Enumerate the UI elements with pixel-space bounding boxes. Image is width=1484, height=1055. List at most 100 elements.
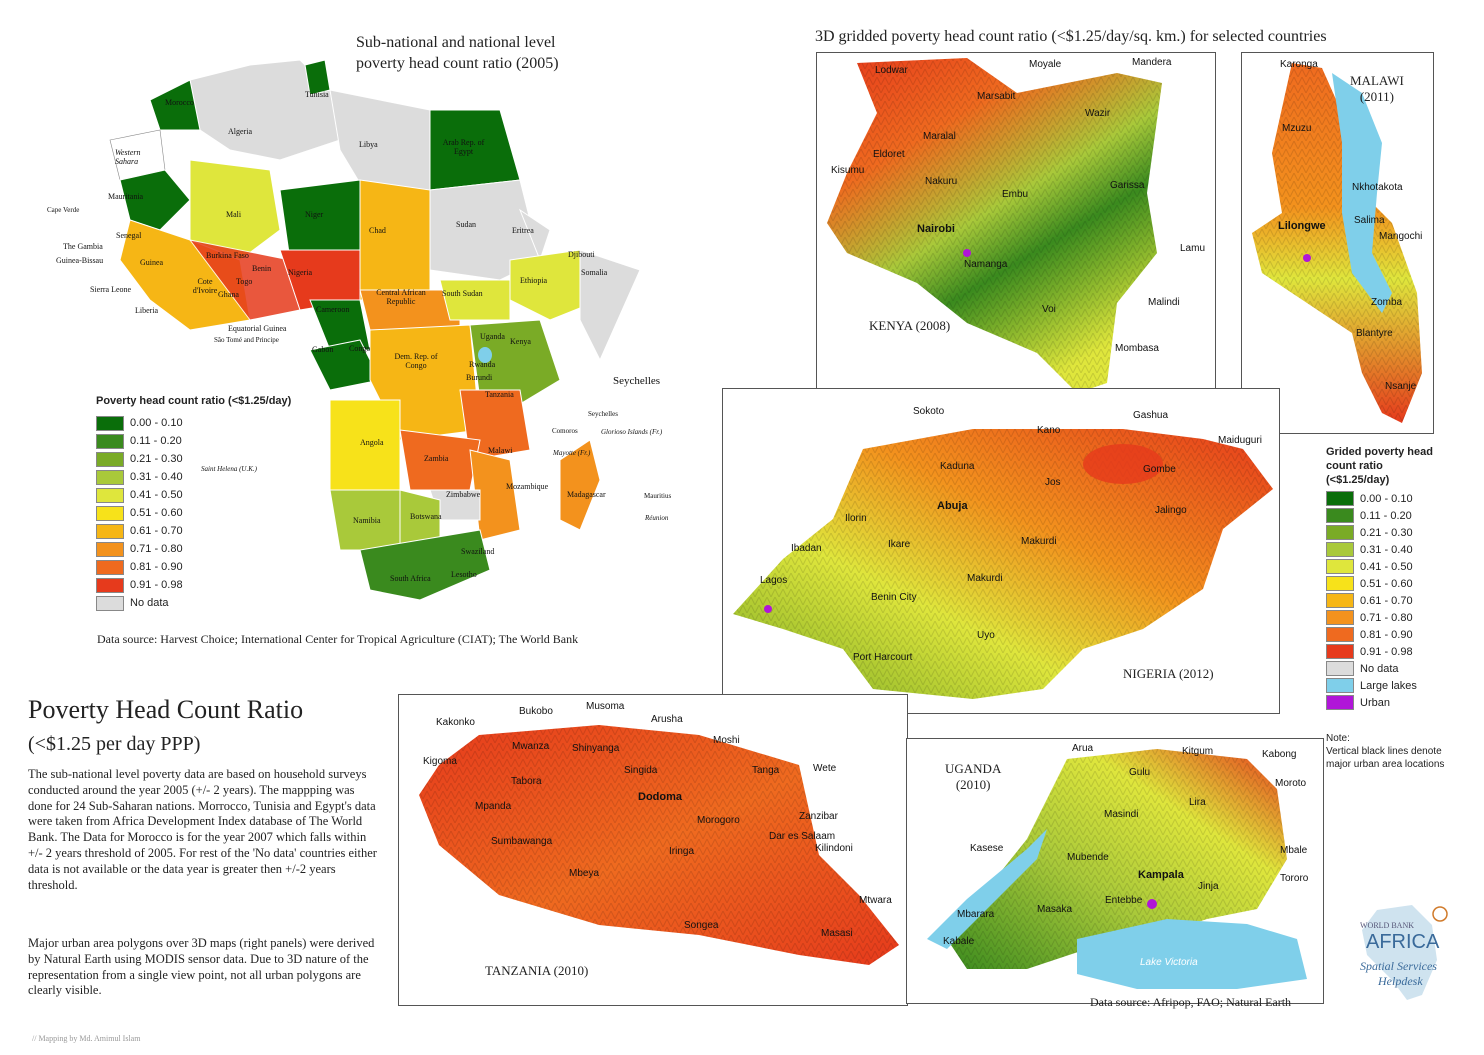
left-data-source: Data source: Harvest Choice; Internation…: [97, 632, 579, 646]
right-legend-item: 0.81 - 0.90: [1326, 626, 1417, 643]
label-ethiopia: Ethiopia: [520, 276, 548, 285]
city-tanzania-11: Wete: [813, 763, 837, 774]
left-legend-swatch: [96, 523, 124, 539]
city-nigeria-17: Port Harcourt: [853, 652, 913, 663]
right-legend-item: 0.61 - 0.70: [1326, 592, 1417, 609]
left-legend-item: No data: [96, 594, 183, 612]
kenya-panel: Lodwar Moyale Mandera Marsabit Wazir Mar…: [816, 52, 1216, 398]
region-south-sudan: [439, 279, 511, 321]
right-legend-item: No data: [1326, 660, 1417, 677]
label-togo: Togo: [236, 277, 253, 286]
city-malawi-4: Lilongwe: [1278, 220, 1326, 232]
city-nigeria-3: Maiduguri: [1218, 435, 1262, 446]
city-uganda-1: Kitgum: [1182, 746, 1214, 757]
city-tanzania-23: Masasi: [821, 928, 853, 939]
left-legend-swatch: [96, 577, 124, 593]
right-legend-label: 0.71 - 0.80: [1360, 611, 1413, 624]
label-reunion: Réunion: [645, 514, 669, 522]
label-seychelles: Seychelles: [613, 375, 661, 387]
city-uganda-11: Tororo: [1280, 873, 1309, 884]
city-uganda-3: Gulu: [1129, 767, 1151, 778]
city-nigeria-9: Ilorin: [845, 513, 867, 524]
label-guinea: Guinea: [140, 258, 164, 267]
city-kenya-10: Garissa: [1110, 180, 1145, 191]
label-morocco: Morocco: [165, 98, 194, 107]
city-kenya-7: Kisumu: [831, 165, 865, 176]
malawi-relief-map: [1252, 63, 1422, 423]
city-nigeria-2: Gashua: [1133, 410, 1169, 421]
label-mozambique: Mozambique: [506, 482, 549, 491]
city-uganda-4: Moroto: [1275, 778, 1307, 789]
city-malawi-0: Karonga: [1280, 59, 1318, 70]
label-gambia: The Gambia: [63, 242, 103, 251]
left-legend: 0.00 - 0.10 0.11 - 0.20 0.21 - 0.30 0.31 - …: [96, 414, 183, 612]
right-legend-swatch: [1326, 627, 1354, 642]
city-uganda-14: Masaka: [1037, 904, 1073, 915]
region-eritrea: [518, 208, 551, 262]
city-tanzania-0: Kakonko: [436, 717, 475, 728]
label-uganda: Uganda: [480, 332, 505, 341]
label-niger: Niger: [305, 210, 324, 219]
city-tanzania-21: Songea: [684, 920, 719, 931]
label-south-sudan: South Sudan: [442, 289, 483, 298]
uganda-relief-map: [927, 749, 1307, 989]
city-tanzania-2: Musoma: [586, 701, 625, 712]
label-eq-guinea: Equatorial Guinea: [228, 324, 287, 333]
right-legend-item: 0.41 - 0.50: [1326, 558, 1417, 575]
right-legend-swatch: [1326, 525, 1354, 540]
city-kenya-12: Namanga: [964, 259, 1008, 270]
city-uganda-6: Masindi: [1104, 809, 1139, 820]
label-glorioso: Glorioso Islands (Fr.): [601, 428, 663, 436]
city-kenya-1: Moyale: [1029, 59, 1062, 70]
right-legend-item: 0.11 - 0.20: [1326, 507, 1417, 524]
main-subtitle: (<$1.25 per day PPP): [28, 733, 201, 755]
label-nigeria: Nigeria: [288, 268, 312, 277]
label-burkina: Burkina Faso: [206, 251, 249, 260]
uganda-caption-line1: UGANDA: [945, 761, 1002, 776]
right-legend-note: Note: Vertical black lines denote major …: [1326, 732, 1444, 771]
left-legend-label: 0.81 - 0.90: [130, 561, 183, 573]
left-legend-label: 0.71 - 0.80: [130, 543, 183, 555]
city-nigeria-11: Ikare: [888, 539, 911, 550]
city-uganda-13: Entebbe: [1105, 895, 1143, 906]
bottom-data-source: Data source: Afripop, FAO; Natural Earth: [1090, 995, 1292, 1009]
right-legend-item: 0.00 - 0.10: [1326, 490, 1417, 507]
malawi-caption: MALAWI (2011): [1350, 73, 1404, 105]
label-gabon: Gabon: [312, 345, 334, 354]
right-legend-swatch: [1326, 542, 1354, 557]
tanzania-relief-map: [419, 725, 899, 965]
left-legend-swatch: [96, 415, 124, 431]
region-somalia: [579, 249, 641, 362]
left-legend-item: 0.71 - 0.80: [96, 540, 183, 558]
region-mali: [189, 159, 281, 261]
city-uganda-7: Kasese: [970, 843, 1004, 854]
city-tanzania-14: Morogoro: [697, 815, 740, 826]
africa-map-title-line2: poverty head count ratio (2005): [356, 55, 559, 72]
left-legend-label: 0.00 - 0.10: [130, 417, 183, 429]
lake-victoria-small: [478, 347, 492, 363]
left-legend-item: 0.11 - 0.20: [96, 432, 183, 450]
logo-line3: Spatial Services: [1360, 959, 1437, 973]
city-tanzania-17: Kilindoni: [815, 843, 853, 854]
label-cameroon: Cameroon: [316, 305, 350, 314]
right-legend-label: No data: [1360, 662, 1399, 675]
right-legend-label: 0.00 - 0.10: [1360, 492, 1413, 505]
city-tanzania-20: Mbeya: [569, 868, 600, 879]
label-congo: Congo: [349, 344, 371, 353]
malawi-panel: Karonga Mzuzu Nkhotakota Salima Lilongwe…: [1241, 52, 1434, 434]
right-legend-label: 0.91 - 0.98: [1360, 645, 1413, 658]
label-eritrea: Eritrea: [512, 226, 534, 235]
region-tunisia: [304, 60, 331, 96]
label-western-sahara: Western Sahara: [115, 148, 141, 166]
city-tanzania-4: Mwanza: [512, 741, 550, 752]
right-legend-label: 0.81 - 0.90: [1360, 628, 1413, 641]
left-legend-title: Poverty head count ratio (<$1.25/day): [96, 395, 292, 407]
city-kenya-9: Embu: [1002, 189, 1029, 200]
city-tanzania-22: Mtwara: [859, 895, 892, 906]
city-nigeria-7: Abuja: [937, 500, 968, 512]
left-legend-swatch: [96, 541, 124, 557]
label-car: Central African Republic: [376, 288, 426, 306]
left-legend-item: 0.51 - 0.60: [96, 504, 183, 522]
left-legend-swatch: [96, 451, 124, 467]
city-malawi-1: Mzuzu: [1282, 123, 1312, 134]
